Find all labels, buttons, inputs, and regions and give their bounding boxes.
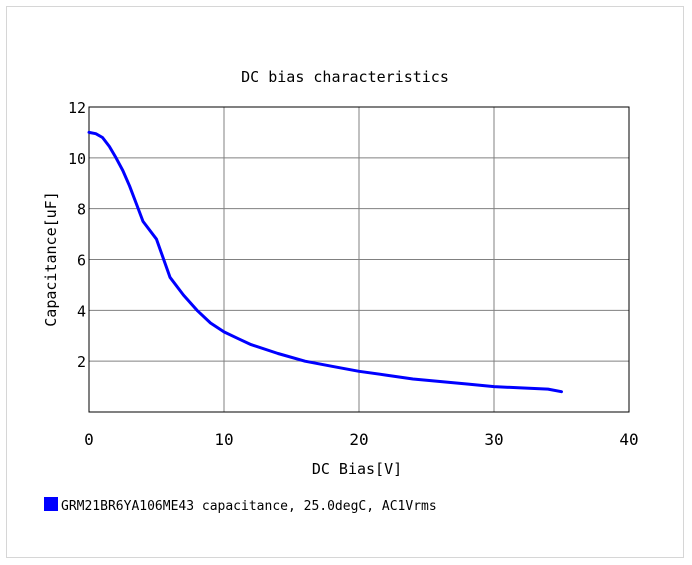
y-tick-label: 6: [77, 252, 86, 270]
x-axis-label: DC Bias[V]: [312, 460, 402, 478]
y-tick-label: 4: [77, 302, 86, 320]
series-lines: [87, 130, 563, 394]
y-tick-label: 2: [77, 353, 86, 371]
series-line: [87, 130, 563, 394]
y-tick-label: 12: [68, 99, 86, 117]
y-tick-label: 10: [68, 150, 86, 168]
y-axis-ticks: 2 4 6 8 10 12: [68, 99, 86, 371]
x-tick-label: 40: [619, 430, 638, 449]
x-tick-label: 30: [484, 430, 503, 449]
x-tick-label: 20: [349, 430, 368, 449]
x-tick-label: 0: [84, 430, 94, 449]
chart-frame: [6, 6, 684, 558]
y-axis-label: Capacitance[uF]: [42, 191, 60, 326]
legend-swatch: [44, 497, 58, 511]
x-axis-ticks: 0 10 20 30 40: [84, 430, 638, 449]
plot-area: [88, 106, 630, 413]
x-tick-label: 10: [214, 430, 233, 449]
chart-title: DC bias characteristics: [241, 68, 449, 86]
grid-lines: [89, 107, 629, 412]
y-tick-label: 8: [77, 201, 86, 219]
legend-label: GRM21BR6YA106ME43 capacitance, 25.0degC,…: [61, 499, 437, 514]
